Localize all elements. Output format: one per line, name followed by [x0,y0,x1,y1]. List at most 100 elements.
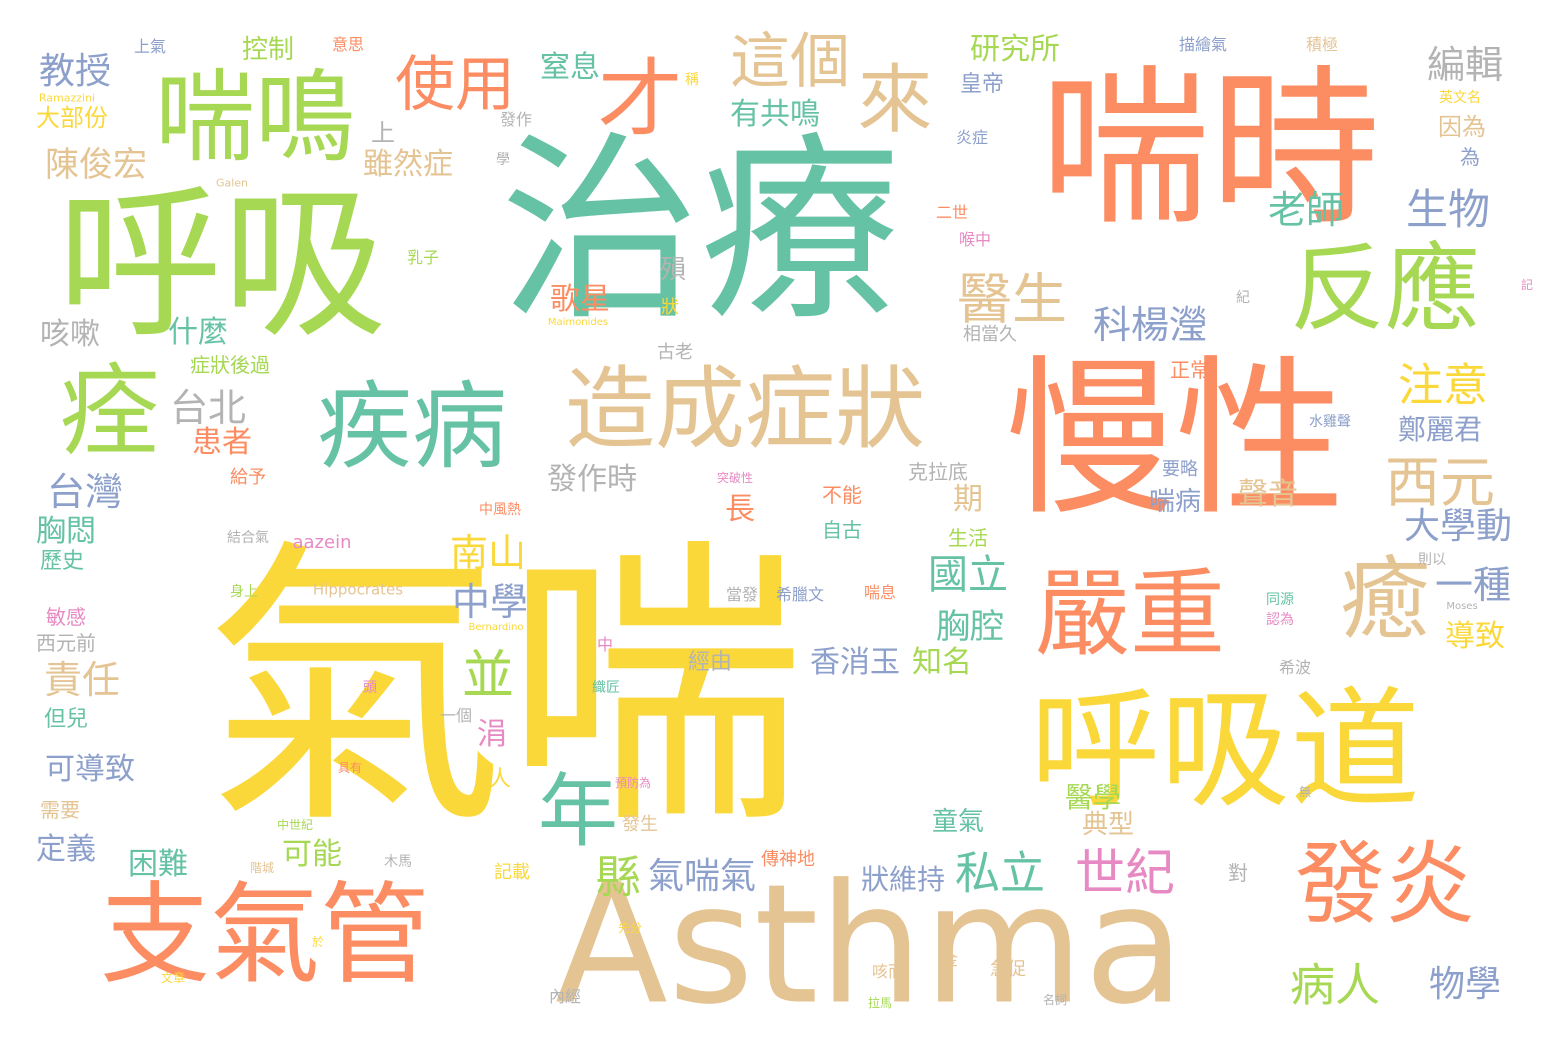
word-moses: Moses [1446,601,1478,612]
word-chang: 長 [725,492,755,527]
word-xiyuan: 西元 [1384,450,1496,515]
word-dabufen: 大部份 [36,104,108,132]
word-yixue: 醫學 [1064,781,1122,814]
word-zhong: 中 [596,635,614,654]
word-jiecheng: 階城 [249,861,275,875]
word-zhongfengre: 中風熱 [479,502,521,518]
word-shenme: 什麼 [168,315,228,350]
word-zhenglijun: 鄭麗君 [1397,413,1483,446]
word-zhuangweichi: 狀維持 [860,863,946,896]
word-zhengzhuanghouguo: 症狀後過 [190,353,270,377]
word-jiji: 積極 [1305,35,1339,54]
word-taibei: 台北 [169,386,247,430]
word-tongqi: 童氣 [931,807,985,837]
word-maimonides: Maimonides [547,317,609,328]
word-jiehekqi: 結合氣 [227,530,269,546]
word-lai: 來 [857,55,933,144]
word-bernardino: Bernardino [468,622,524,633]
word-daner: 但兒 [43,707,89,732]
word-asthma: Asthma [555,848,1185,1041]
word-xiangxiaoyu: 香消玉 [810,645,900,680]
word-yougongming: 有共鳴 [730,97,820,132]
word-tou: 頭 [363,680,377,696]
word-chuanxi: 喘息 [863,583,897,602]
word-jibing: 疾病 [316,372,508,483]
word-xiyuanqian: 西元前 [36,631,96,655]
word-jicu: 急促 [990,959,1026,980]
word-xiangdangjiu: 相當久 [963,324,1017,345]
word-huxi: 呼吸 [57,168,387,361]
word-shenghuo: 生活 [948,526,988,550]
word-shiyong: 使用 [395,50,515,120]
word-dianxing: 典型 [1081,810,1135,840]
word-yinwei: 因為 [1438,113,1486,141]
word-dangfa: 當發 [725,585,759,604]
word-houzhong: 喉中 [958,230,992,249]
word-fasheng: 發生 [622,814,658,835]
word-yisi: 意思 [331,35,365,54]
word-kunnan: 困難 [128,847,188,882]
word-suiranzheng: 雖然症 [363,147,453,182]
word-wenzhang: 文章 [160,971,186,985]
word-mingan: 敏感 [46,605,86,629]
word-shangqi: 上氣 [133,37,167,56]
word-shang: 上 [371,119,395,147]
word-fazuo: 發作 [499,110,533,129]
word-yu: 癒 [1340,547,1430,652]
word-ershi: 二世 [935,203,969,222]
word-lama: 拉馬 [867,996,893,1010]
word-gulao: 古老 [657,342,693,363]
word-dui: 對 [1228,861,1248,885]
word-ji: 紀 [1236,290,1250,306]
word-shuijisheng: 水雞聲 [1309,414,1351,430]
word-sili: 私立 [954,846,1046,900]
word-lishi: 歷史 [39,549,85,574]
word-zhijiang: 織匠 [592,680,620,696]
word-xian: 縣 [595,850,641,904]
word-xiongqiang: 胸腔 [936,607,1004,647]
word-bianji: 編輯 [1426,43,1504,87]
word-xuyao: 需要 [40,798,80,822]
word-jiaoshou: 教授 [38,51,112,92]
word-kuladi: 克拉底 [908,460,968,484]
word-yingwenming: 英文名 [1439,90,1481,106]
word-qichuanqi: 氣喘氣 [647,856,757,897]
word-huangdi: 皇帝 [959,72,1005,97]
word-qi: 期 [953,482,983,517]
word-juyou: 具有 [337,761,363,775]
word-galen: Galen [215,176,249,190]
word-yizhong: 一種 [1434,563,1512,607]
word-chenjunhong: 陳俊宏 [45,145,147,185]
word-fazuoshi: 發作時 [547,462,637,497]
word-shengyin: 聲音 [1238,477,1298,512]
word-aazein: aazein [292,532,352,553]
word-jin: 金 [941,950,959,969]
word-yanjiusuo: 研究所 [970,32,1060,67]
word-yige: 一個 [439,706,473,725]
word-zhixi: 窒息 [540,50,600,85]
word-yun: 殞 [659,255,687,285]
word-wei: 為 [1460,145,1480,169]
word-ren: 人 [488,767,512,792]
word-daxuedong: 大學動 [1403,506,1513,547]
word-yanzhong: 嚴重 [1034,559,1226,670]
word-jizai: 記載 [494,862,530,883]
word-cheng: 稱 [685,72,699,88]
word-manxing: 慢性 [1004,341,1346,539]
word-zhongshiji: 中世紀 [276,818,314,832]
word-buneng: 不能 [822,483,862,507]
word-fanying: 反應 [1289,234,1481,345]
word-zhege: 這個 [730,27,850,97]
word-cai: 才 [597,50,683,150]
word-zeyi: 則以 [1418,552,1446,568]
word-tupoxing: 突破性 [716,471,754,485]
word-yufangwei: 預防為 [614,776,652,790]
word-gexing: 歌星 [550,282,610,317]
word-zaochengzhengzhuang: 造成症狀 [565,357,925,462]
word-bing: 並 [461,646,515,706]
word-taiwan: 台灣 [46,470,124,514]
word-kesou: 咳嗽 [40,317,100,352]
word-zhiqiguan: 支氣管 [100,871,430,999]
word-quan: 痊 [60,353,160,470]
